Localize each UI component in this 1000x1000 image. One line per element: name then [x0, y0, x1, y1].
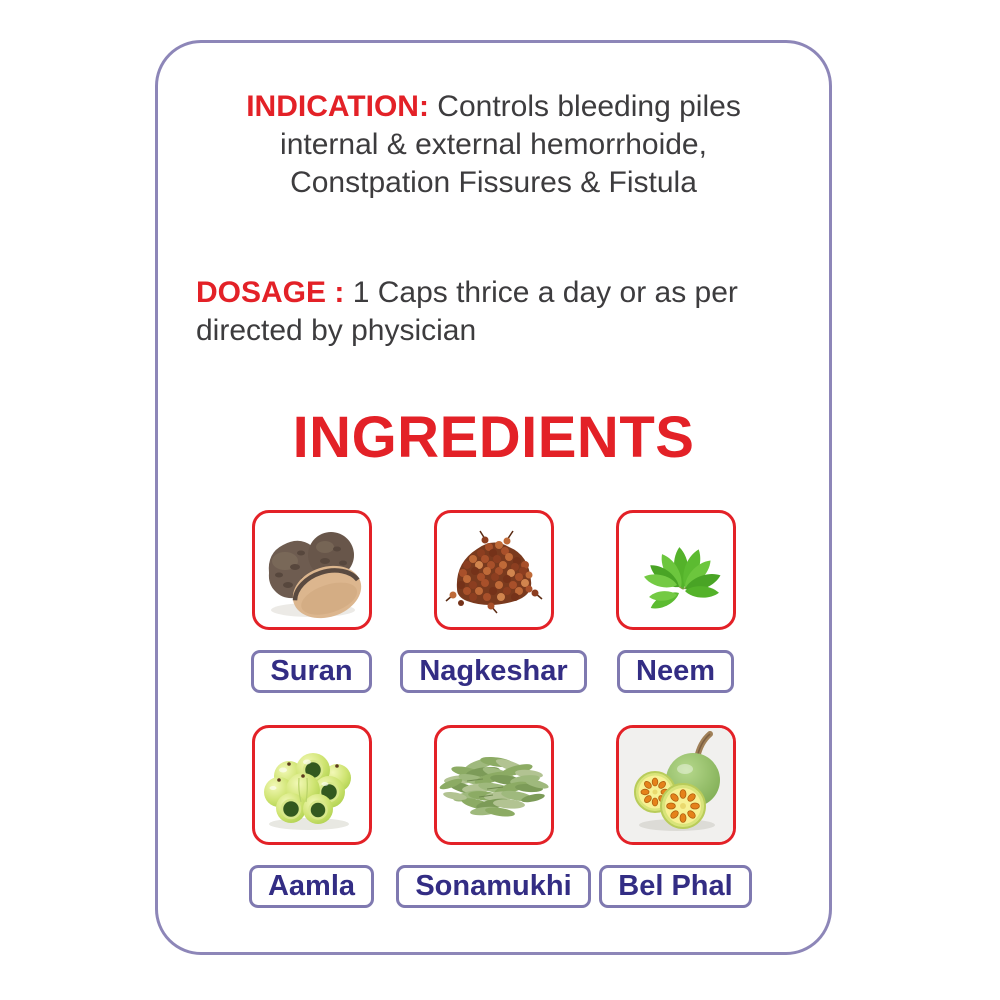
sonamukhi-image [439, 756, 549, 817]
ingredient-tile-belphal [615, 725, 736, 845]
ingredients-grid: Suran [158, 510, 829, 908]
indication-label: INDICATION: [246, 90, 429, 123]
ingredient-tile-suran [251, 510, 372, 630]
ingredient-name-belphal: Bel Phal [599, 865, 752, 908]
ingredient-cell-nagkeshar: Nagkeshar [400, 510, 587, 693]
ingredient-name-aamla: Aamla [248, 865, 375, 908]
ingredient-cell-neem: Neem [585, 510, 767, 693]
dosage-line2: directed by physician [196, 314, 477, 347]
ingredient-cell-belphal: Bel Phal [585, 725, 767, 908]
nagkeshar-image [445, 530, 542, 614]
indication-line1-text: Controls bleeding piles [437, 90, 741, 123]
ingredient-cell-aamla: Aamla [221, 725, 403, 908]
indication-line2: internal & external hemorrhoide, [280, 128, 707, 161]
ingredient-name-neem: Neem [617, 650, 734, 693]
dosage-label: DOSAGE : [196, 276, 345, 309]
ingredient-name-suran: Suran [251, 650, 372, 693]
ingredient-cell-suran: Suran [221, 510, 403, 693]
ingredient-name-sonamukhi: Sonamukhi [396, 865, 591, 908]
indication-section: INDICATION: Controls bleeding piles inte… [158, 88, 829, 202]
aamla-image [263, 753, 351, 830]
indication-line3: Constpation Fissures & Fistula [290, 166, 697, 199]
ingredient-tile-nagkeshar [433, 510, 554, 630]
product-info-card: INDICATION: Controls bleeding piles inte… [155, 40, 832, 955]
indication-line1: INDICATION: Controls bleeding piles [158, 88, 829, 126]
ingredient-name-nagkeshar: Nagkeshar [400, 650, 587, 693]
bel-phal-image [618, 728, 733, 842]
dosage-section: DOSAGE : 1 Caps thrice a day or as per d… [196, 274, 801, 350]
ingredient-cell-sonamukhi: Sonamukhi [396, 725, 591, 908]
ingredients-title: INGREDIENTS [292, 405, 695, 470]
dosage-line1-text: 1 Caps thrice a day or as per [352, 276, 738, 309]
suran-image [268, 532, 361, 619]
ingredient-tile-sonamukhi [433, 725, 554, 845]
neem-image [642, 546, 723, 613]
ingredient-tile-aamla [251, 725, 372, 845]
dosage-line1: DOSAGE : 1 Caps thrice a day or as per [196, 274, 801, 312]
ingredient-tile-neem [615, 510, 736, 630]
